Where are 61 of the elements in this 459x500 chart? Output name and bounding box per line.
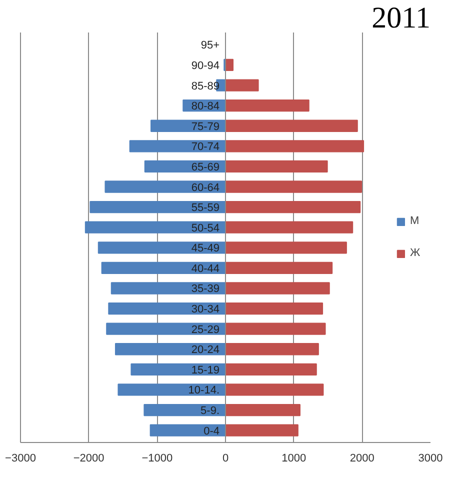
x-tick-label: 0 <box>222 452 229 464</box>
y-tick-label: 90-94 <box>191 60 220 72</box>
bar <box>118 384 226 396</box>
y-tick-label: 75-79 <box>191 120 220 133</box>
bar <box>225 302 324 315</box>
y-tick-label: 40-44 <box>191 262 220 275</box>
x-tick-label: 2000 <box>350 452 374 464</box>
x-tick-label: −1000 <box>142 452 173 464</box>
bar <box>129 140 226 152</box>
legend-label: М <box>410 215 420 227</box>
bar <box>114 343 226 356</box>
y-tick-label: 60-64 <box>191 182 220 194</box>
bar <box>225 79 259 92</box>
bar <box>150 424 226 436</box>
bar <box>225 262 333 274</box>
bar <box>225 242 347 254</box>
bar <box>90 200 226 214</box>
bar <box>225 282 330 294</box>
bar <box>104 180 226 193</box>
y-tick-label: 20-24 <box>191 344 220 356</box>
bar <box>225 424 298 436</box>
bar <box>225 322 326 335</box>
bar <box>225 384 324 396</box>
legend-label: Ж <box>410 247 422 259</box>
bar <box>225 180 362 193</box>
y-tick-label: 45-49 <box>191 242 220 255</box>
bar <box>144 404 226 416</box>
bar <box>225 160 328 173</box>
x-tick-label: −3000 <box>5 452 36 464</box>
bar <box>225 140 364 152</box>
y-tick-label: 35-39 <box>191 283 220 296</box>
y-tick-label: 15-19 <box>191 364 220 376</box>
bar <box>225 200 361 214</box>
bar <box>110 282 226 294</box>
y-tick-label: 0-4 <box>204 425 220 438</box>
bar <box>225 404 300 416</box>
x-tick-label: 1000 <box>282 452 306 464</box>
bar <box>101 262 226 274</box>
bar <box>225 343 319 356</box>
x-tick-label: 3000 <box>418 452 443 464</box>
bar <box>98 242 226 254</box>
y-tick-label: 70-74 <box>191 141 220 154</box>
y-tick-label: 30-34 <box>191 304 220 316</box>
y-tick-label: 80-84 <box>191 100 220 113</box>
bar <box>106 322 226 335</box>
bar <box>84 221 226 234</box>
y-tick-label: 65-69 <box>191 161 220 174</box>
chart-title: 2011 <box>372 2 431 34</box>
bar <box>130 363 226 376</box>
bar <box>225 99 310 112</box>
bar <box>225 120 358 132</box>
x-tick-label: −2000 <box>73 452 104 464</box>
y-tick-label: 25-29 <box>191 324 220 336</box>
y-tick-label: 55-59 <box>191 202 220 214</box>
bar <box>108 302 226 315</box>
y-tick-label: 95+ <box>200 40 220 52</box>
y-tick-label: 50-54 <box>191 222 220 234</box>
bar <box>225 221 354 234</box>
y-tick-label: 10-14. <box>188 384 220 397</box>
y-tick-label: 5-9. <box>200 405 220 418</box>
bar <box>225 363 317 376</box>
